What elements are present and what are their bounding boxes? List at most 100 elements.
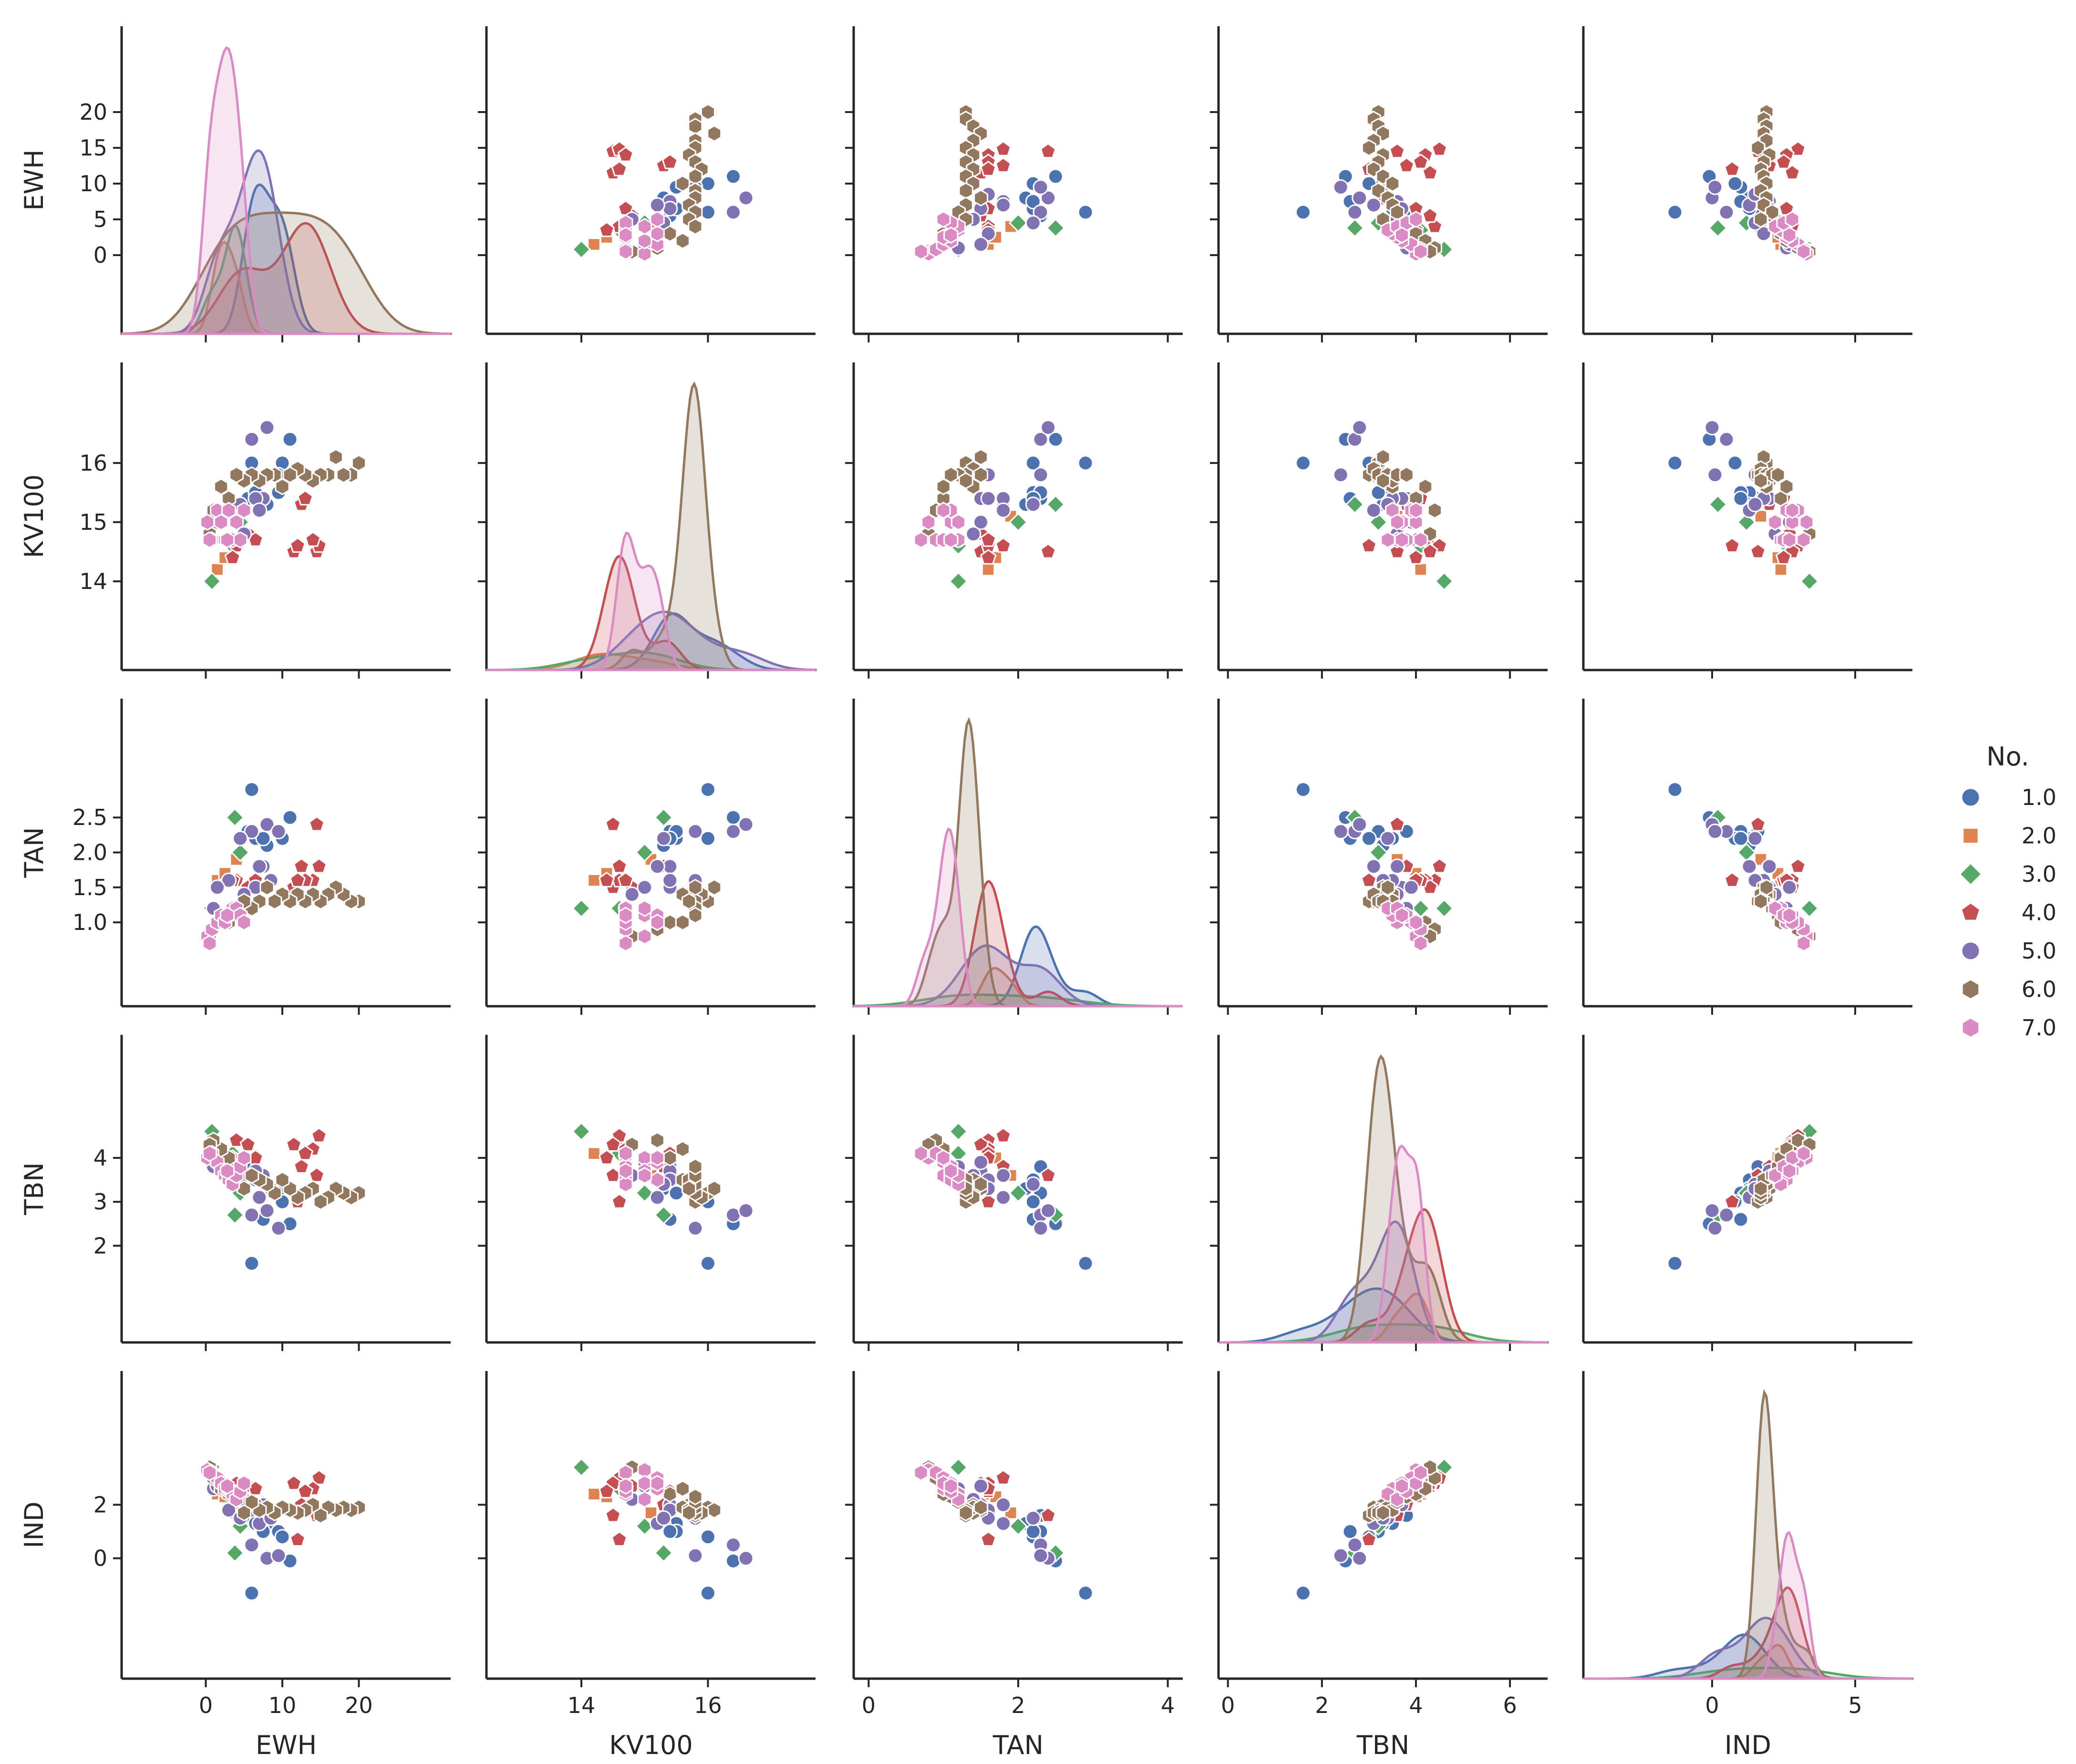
data-point-4.0 xyxy=(1422,543,1438,559)
data-point-7.0 xyxy=(1413,531,1428,549)
data-point-7.0 xyxy=(221,502,237,519)
data-point-3.0 xyxy=(1046,495,1065,514)
data-point-7.0 xyxy=(219,531,235,549)
data-point-5.0 xyxy=(1332,179,1349,195)
data-point-5.0 xyxy=(251,502,268,518)
panel-EWH-vs-TAN xyxy=(845,26,1183,342)
data-point-1.0 xyxy=(725,168,741,185)
data-point-5.0 xyxy=(1781,879,1797,896)
data-point-7.0 xyxy=(1390,513,1405,531)
data-point-5.0 xyxy=(995,1189,1012,1206)
x-tick-label: 0 xyxy=(1221,1692,1235,1718)
data-point-3.0 xyxy=(225,1205,245,1225)
data-point-1.0 xyxy=(244,1585,260,1601)
y-tick-label: 4 xyxy=(93,1145,107,1171)
data-point-7.0 xyxy=(1380,531,1395,549)
data-point-4.0 xyxy=(1789,140,1807,156)
data-point-4.0 xyxy=(1749,543,1766,559)
data-point-5.0 xyxy=(973,237,989,252)
data-point-4.0 xyxy=(1040,1506,1056,1523)
y-tick-label: 15 xyxy=(79,509,107,535)
data-point-5.0 xyxy=(1347,204,1363,220)
data-point-1.0 xyxy=(1077,1585,1094,1601)
data-point-5.0 xyxy=(270,1220,287,1236)
data-point-2.0 xyxy=(587,1146,601,1161)
y-axis-label: TAN xyxy=(19,827,49,878)
data-point-7.0 xyxy=(1394,531,1409,549)
data-point-3.0 xyxy=(571,1457,591,1477)
kde-curve-7.0 xyxy=(854,827,1183,1008)
panel-IND-vs-EWH: 0 10 20 0 2 EWH IND xyxy=(19,1371,451,1760)
data-point-1.0 xyxy=(274,1529,290,1545)
data-point-5.0 xyxy=(1761,858,1777,875)
data-point-6.0 xyxy=(662,914,678,931)
data-point-1.0 xyxy=(1077,1255,1094,1271)
data-point-4.0 xyxy=(995,537,1012,553)
data-point-5.0 xyxy=(1365,858,1382,875)
data-point-7.0 xyxy=(1408,914,1424,931)
panel-TBN-vs-TAN xyxy=(845,1035,1183,1351)
data-point-4.0 xyxy=(617,872,634,887)
data-point-7.0 xyxy=(1767,513,1783,531)
data-point-6.0 xyxy=(313,1193,328,1211)
data-point-5.0 xyxy=(1756,226,1772,242)
data-point-7.0 xyxy=(650,1475,665,1492)
data-point-7.0 xyxy=(618,1162,633,1180)
data-point-6.0 xyxy=(675,1480,690,1497)
x-tick-label: 2 xyxy=(1315,1692,1329,1718)
data-point-6.0 xyxy=(229,466,244,484)
data-point-7.0 xyxy=(618,935,633,952)
data-point-1.0 xyxy=(700,782,716,798)
panel-KV100-vs-KV100 xyxy=(478,362,817,679)
data-point-4.0 xyxy=(611,160,628,176)
data-point-7.0 xyxy=(943,1162,959,1180)
data-point-5.0 xyxy=(995,1516,1012,1532)
data-point-6.0 xyxy=(1759,878,1774,896)
data-point-6.0 xyxy=(1380,878,1395,896)
data-point-3.0 xyxy=(571,239,591,259)
data-point-7.0 xyxy=(637,1475,652,1492)
data-point-5.0 xyxy=(687,1220,703,1236)
data-point-6.0 xyxy=(688,878,703,896)
data-point-7.0 xyxy=(637,218,652,235)
data-point-6.0 xyxy=(958,182,973,199)
data-point-5.0 xyxy=(1741,858,1757,875)
x-tick-label: 14 xyxy=(568,1692,596,1718)
data-point-1.0 xyxy=(244,1255,260,1271)
data-point-4.0 xyxy=(285,1136,302,1152)
data-point-7.0 xyxy=(1796,935,1811,952)
data-point-5.0 xyxy=(687,824,703,840)
data-point-5.0 xyxy=(1707,1220,1723,1236)
data-point-3.0 xyxy=(1799,898,1819,918)
data-point-4.0 xyxy=(297,1483,314,1498)
panel-EWH-vs-IND xyxy=(1575,26,1912,342)
data-point-3.0 xyxy=(949,1122,968,1141)
data-point-3.0 xyxy=(1008,213,1028,233)
data-point-6.0 xyxy=(973,1499,989,1516)
data-point-3.0 xyxy=(1435,571,1454,591)
data-point-4.0 xyxy=(598,221,615,237)
data-point-7.0 xyxy=(637,1491,652,1508)
data-point-5.0 xyxy=(973,1478,989,1494)
data-point-1.0 xyxy=(725,1553,741,1569)
data-point-6.0 xyxy=(1375,448,1391,466)
data-point-3.0 xyxy=(571,898,591,918)
data-point-3.0 xyxy=(949,571,968,591)
panel-KV100-vs-TBN xyxy=(1210,362,1548,679)
data-point-4.0 xyxy=(1422,207,1438,223)
data-point-5.0 xyxy=(221,872,237,888)
data-point-3.0 xyxy=(635,843,654,862)
x-tick-label: 6 xyxy=(1503,1692,1517,1718)
data-point-3.0 xyxy=(230,843,250,862)
data-point-7.0 xyxy=(202,935,217,952)
data-point-7.0 xyxy=(936,1149,951,1166)
data-point-4.0 xyxy=(239,1136,256,1152)
data-point-3.0 xyxy=(1411,898,1430,918)
data-point-7.0 xyxy=(951,513,966,531)
data-point-6.0 xyxy=(973,466,989,484)
data-point-1.0 xyxy=(1077,204,1094,220)
data-point-6.0 xyxy=(1790,1132,1806,1149)
data-point-5.0 xyxy=(232,830,248,846)
data-point-5.0 xyxy=(259,816,275,833)
panel-IND-vs-TAN: 0 2 4 TAN xyxy=(845,1371,1183,1760)
